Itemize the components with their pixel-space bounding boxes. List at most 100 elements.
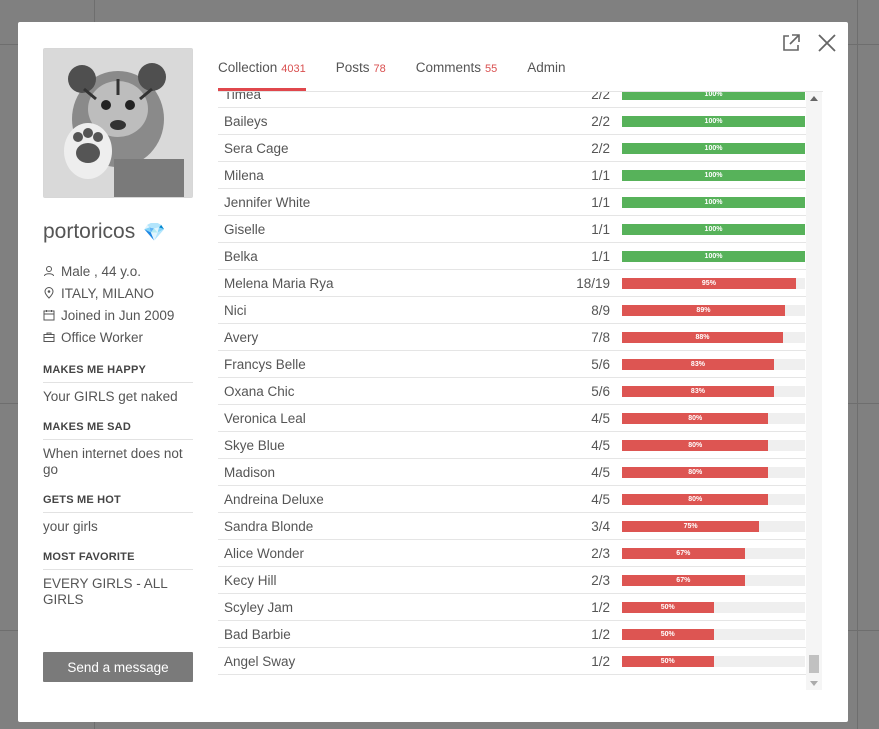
- collection-row[interactable]: Melena Maria Rya 18/19 95%: [218, 270, 808, 297]
- send-message-button[interactable]: Send a message: [43, 652, 193, 682]
- collection-row[interactable]: Madison 4/5 80%: [218, 459, 808, 486]
- row-name[interactable]: Giselle: [224, 221, 266, 237]
- collection-row[interactable]: Milena 1/1 100%: [218, 162, 808, 189]
- tab-admin[interactable]: Admin: [527, 48, 565, 90]
- progress-fill: [622, 493, 769, 505]
- row-name[interactable]: Avery: [224, 329, 259, 345]
- row-name[interactable]: Sandra Blonde: [224, 518, 314, 534]
- row-name[interactable]: Melena Maria Rya: [224, 275, 334, 291]
- collection-row[interactable]: Francys Belle 5/6 83%: [218, 351, 808, 378]
- briefcase-icon: [43, 332, 55, 342]
- section-title: MAKES ME SAD: [43, 421, 193, 440]
- row-name[interactable]: Kecy Hill: [224, 572, 277, 588]
- row-name[interactable]: Veronica Leal: [224, 410, 306, 426]
- collection-list[interactable]: Timea 2/2 100% Baileys 2/2 100% Sera Cage 2/2 10…: [218, 92, 823, 690]
- row-name[interactable]: Jennifer White: [224, 194, 311, 210]
- modal-actions: [780, 32, 838, 54]
- scroll-down-arrow-icon[interactable]: [810, 681, 818, 686]
- progress-bar: 100%: [622, 92, 805, 100]
- progress-percent: 67%: [676, 549, 691, 557]
- row-name[interactable]: Bad Barbie: [224, 626, 291, 642]
- row-fraction: 1/1: [591, 167, 610, 183]
- progress-bar: 67%: [622, 574, 805, 586]
- progress-fill: [622, 92, 805, 100]
- scroll-thumb[interactable]: [809, 655, 819, 673]
- tab-posts[interactable]: Posts 78: [336, 48, 386, 90]
- row-name[interactable]: Oxana Chic: [224, 383, 295, 399]
- row-name[interactable]: Baileys: [224, 113, 268, 129]
- row-name[interactable]: Nici: [224, 302, 247, 318]
- collection-row[interactable]: Giselle 1/1 100%: [218, 216, 808, 243]
- collection-row[interactable]: Skye Blue 4/5 80%: [218, 432, 808, 459]
- collection-row[interactable]: Sera Cage 2/2 100%: [218, 135, 808, 162]
- scroll-up-arrow-icon[interactable]: [810, 96, 818, 101]
- row-name[interactable]: Angel Sway: [224, 653, 296, 669]
- progress-bar: 89%: [622, 304, 805, 316]
- collection-row[interactable]: Jennifer White 1/1 100%: [218, 189, 808, 216]
- collection-row[interactable]: Nici 8/9 89%: [218, 297, 808, 324]
- row-name[interactable]: Francys Belle: [224, 356, 306, 372]
- collection-row[interactable]: Kecy Hill 2/3 67%: [218, 567, 808, 594]
- collection-row[interactable]: Oxana Chic 5/6 83%: [218, 378, 808, 405]
- row-name[interactable]: Belka: [224, 248, 258, 264]
- close-icon[interactable]: [816, 32, 838, 54]
- progress-bar: 80%: [622, 412, 805, 424]
- progress-percent: 100%: [704, 117, 723, 125]
- row-name[interactable]: Madison: [224, 464, 276, 480]
- progress-bar: 100%: [622, 223, 805, 235]
- info-location: ITALY, MILANO: [43, 282, 193, 304]
- occupation-text: Office Worker: [61, 329, 144, 345]
- progress-bar: 80%: [622, 466, 805, 478]
- collection-row[interactable]: Timea 2/2 100%: [218, 92, 808, 108]
- avatar[interactable]: [43, 48, 193, 198]
- row-fraction: 4/5: [591, 410, 610, 426]
- collection-row[interactable]: Sandra Blonde 3/4 75%: [218, 513, 808, 540]
- collection-row[interactable]: Scyley Jam 1/2 50%: [218, 594, 808, 621]
- progress-bar: 83%: [622, 385, 805, 397]
- row-fraction: 2/3: [591, 545, 610, 561]
- progress-percent: 83%: [690, 360, 705, 368]
- progress-bar: 100%: [622, 169, 805, 181]
- collection-row[interactable]: Bad Barbie 1/2 50%: [218, 621, 808, 648]
- row-fraction: 2/2: [591, 113, 610, 129]
- row-name[interactable]: Milena: [224, 167, 264, 183]
- progress-bar: 95%: [622, 277, 805, 289]
- collection-row[interactable]: Andreina Deluxe 4/5 80%: [218, 486, 808, 513]
- scrollbar[interactable]: [806, 92, 822, 690]
- tab-count: 78: [373, 63, 386, 75]
- section-title: GETS ME HOT: [43, 494, 193, 513]
- open-external-icon[interactable]: [780, 32, 802, 54]
- section-value: Your GIRLS get naked: [43, 389, 178, 404]
- progress-percent: 89%: [696, 306, 711, 314]
- tab-count: 4031: [281, 63, 306, 75]
- row-name[interactable]: Sera Cage: [224, 140, 289, 156]
- progress-fill: [622, 196, 805, 208]
- tab-comments[interactable]: Comments 55: [416, 48, 498, 90]
- progress-fill: [622, 520, 760, 532]
- row-fraction: 5/6: [591, 356, 610, 372]
- tiger-cub-photo: [44, 49, 192, 197]
- row-name[interactable]: Alice Wonder: [224, 545, 305, 561]
- calendar-icon: [43, 310, 55, 321]
- progress-percent: 50%: [660, 657, 675, 665]
- collection-row[interactable]: Baileys 2/2 100%: [218, 108, 808, 135]
- collection-row[interactable]: Alice Wonder 2/3 67%: [218, 540, 808, 567]
- progress-percent: 80%: [688, 495, 703, 503]
- collection-row[interactable]: Belka 1/1 100%: [218, 243, 808, 270]
- tab-count: 55: [485, 63, 498, 75]
- user-icon: [44, 266, 54, 277]
- row-fraction: 8/9: [591, 302, 610, 318]
- progress-bar: 83%: [622, 358, 805, 370]
- collection-row[interactable]: Veronica Leal 4/5 80%: [218, 405, 808, 432]
- progress-fill: [622, 223, 805, 235]
- tab-collection[interactable]: Collection 4031: [218, 48, 306, 91]
- row-name[interactable]: Andreina Deluxe: [224, 491, 324, 507]
- section-value: EVERY GIRLS - ALL GIRLS: [43, 576, 168, 607]
- collection-row[interactable]: Avery 7/8 88%: [218, 324, 808, 351]
- collection-row[interactable]: Angel Sway 1/2 50%: [218, 648, 808, 675]
- row-name[interactable]: Skye Blue: [224, 437, 285, 453]
- progress-bar: 67%: [622, 547, 805, 559]
- row-name[interactable]: Scyley Jam: [224, 599, 294, 615]
- tab-label: Posts: [335, 60, 370, 75]
- row-name[interactable]: Timea: [224, 92, 262, 102]
